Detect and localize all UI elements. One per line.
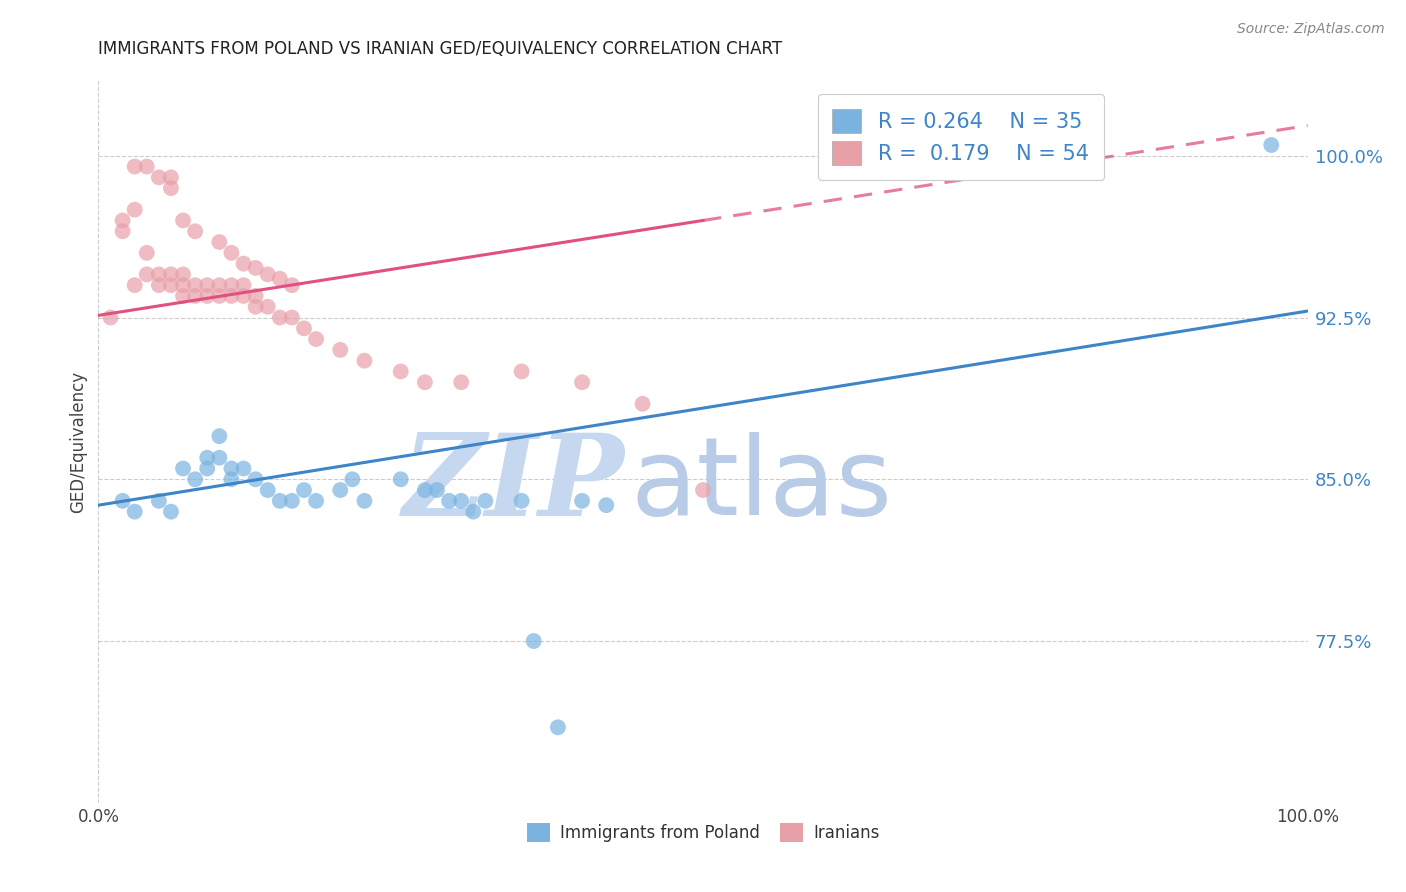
Point bbox=[245, 300, 267, 314]
Point bbox=[450, 376, 472, 390]
Point bbox=[292, 483, 315, 497]
Point bbox=[184, 472, 207, 486]
Point bbox=[221, 278, 243, 293]
Point bbox=[184, 224, 207, 238]
Point bbox=[184, 289, 207, 303]
Point bbox=[281, 493, 304, 508]
Point bbox=[135, 268, 157, 282]
Point bbox=[292, 321, 315, 335]
Point bbox=[124, 278, 146, 293]
Point bbox=[426, 483, 449, 497]
Text: ZIP: ZIP bbox=[402, 429, 624, 541]
Point bbox=[474, 493, 496, 508]
Point bbox=[172, 268, 194, 282]
Point bbox=[510, 364, 533, 378]
Point bbox=[256, 268, 278, 282]
Point bbox=[160, 181, 183, 195]
Point bbox=[232, 289, 254, 303]
Point bbox=[342, 472, 364, 486]
Point bbox=[148, 278, 170, 293]
Point bbox=[1260, 138, 1282, 153]
Point bbox=[221, 472, 243, 486]
Point bbox=[221, 461, 243, 475]
Point bbox=[450, 493, 472, 508]
Point bbox=[232, 257, 254, 271]
Point bbox=[329, 343, 352, 357]
Point bbox=[172, 213, 194, 227]
Point bbox=[184, 278, 207, 293]
Point bbox=[195, 289, 218, 303]
Point bbox=[111, 213, 134, 227]
Point bbox=[221, 289, 243, 303]
Point bbox=[571, 376, 593, 390]
Point bbox=[547, 720, 569, 734]
Point bbox=[329, 483, 352, 497]
Text: atlas: atlas bbox=[630, 432, 893, 538]
Point bbox=[281, 278, 304, 293]
Point bbox=[232, 461, 254, 475]
Point bbox=[256, 300, 278, 314]
Legend: Immigrants from Poland, Iranians: Immigrants from Poland, Iranians bbox=[520, 816, 886, 848]
Point bbox=[160, 505, 183, 519]
Point bbox=[256, 483, 278, 497]
Point bbox=[269, 493, 291, 508]
Point bbox=[135, 160, 157, 174]
Point bbox=[148, 170, 170, 185]
Point bbox=[160, 268, 183, 282]
Text: IMMIGRANTS FROM POLAND VS IRANIAN GED/EQUIVALENCY CORRELATION CHART: IMMIGRANTS FROM POLAND VS IRANIAN GED/EQ… bbox=[98, 40, 783, 58]
Point bbox=[111, 493, 134, 508]
Point bbox=[389, 364, 412, 378]
Point bbox=[148, 493, 170, 508]
Point bbox=[595, 498, 617, 512]
Point bbox=[631, 397, 654, 411]
Point bbox=[463, 505, 485, 519]
Point bbox=[692, 483, 714, 497]
Y-axis label: GED/Equivalency: GED/Equivalency bbox=[69, 370, 87, 513]
Point bbox=[172, 461, 194, 475]
Point bbox=[305, 493, 328, 508]
Point bbox=[160, 170, 183, 185]
Point bbox=[245, 260, 267, 275]
Point bbox=[124, 202, 146, 217]
Point bbox=[208, 235, 231, 249]
Point bbox=[232, 278, 254, 293]
Point bbox=[124, 160, 146, 174]
Point bbox=[281, 310, 304, 325]
Text: Source: ZipAtlas.com: Source: ZipAtlas.com bbox=[1237, 22, 1385, 37]
Point bbox=[221, 245, 243, 260]
Point bbox=[160, 278, 183, 293]
Point bbox=[208, 289, 231, 303]
Point bbox=[389, 472, 412, 486]
Point bbox=[100, 310, 122, 325]
Point bbox=[195, 450, 218, 465]
Point bbox=[305, 332, 328, 346]
Point bbox=[124, 505, 146, 519]
Point bbox=[413, 376, 436, 390]
Point bbox=[195, 278, 218, 293]
Point bbox=[353, 353, 375, 368]
Point bbox=[269, 271, 291, 285]
Point bbox=[208, 278, 231, 293]
Point bbox=[148, 268, 170, 282]
Point bbox=[208, 450, 231, 465]
Point bbox=[172, 278, 194, 293]
Point bbox=[510, 493, 533, 508]
Point bbox=[523, 634, 546, 648]
Point bbox=[269, 310, 291, 325]
Point bbox=[111, 224, 134, 238]
Point bbox=[413, 483, 436, 497]
Point bbox=[437, 493, 460, 508]
Point bbox=[172, 289, 194, 303]
Point bbox=[245, 289, 267, 303]
Point bbox=[571, 493, 593, 508]
Point bbox=[208, 429, 231, 443]
Point bbox=[195, 461, 218, 475]
Point bbox=[135, 245, 157, 260]
Point bbox=[353, 493, 375, 508]
Point bbox=[245, 472, 267, 486]
